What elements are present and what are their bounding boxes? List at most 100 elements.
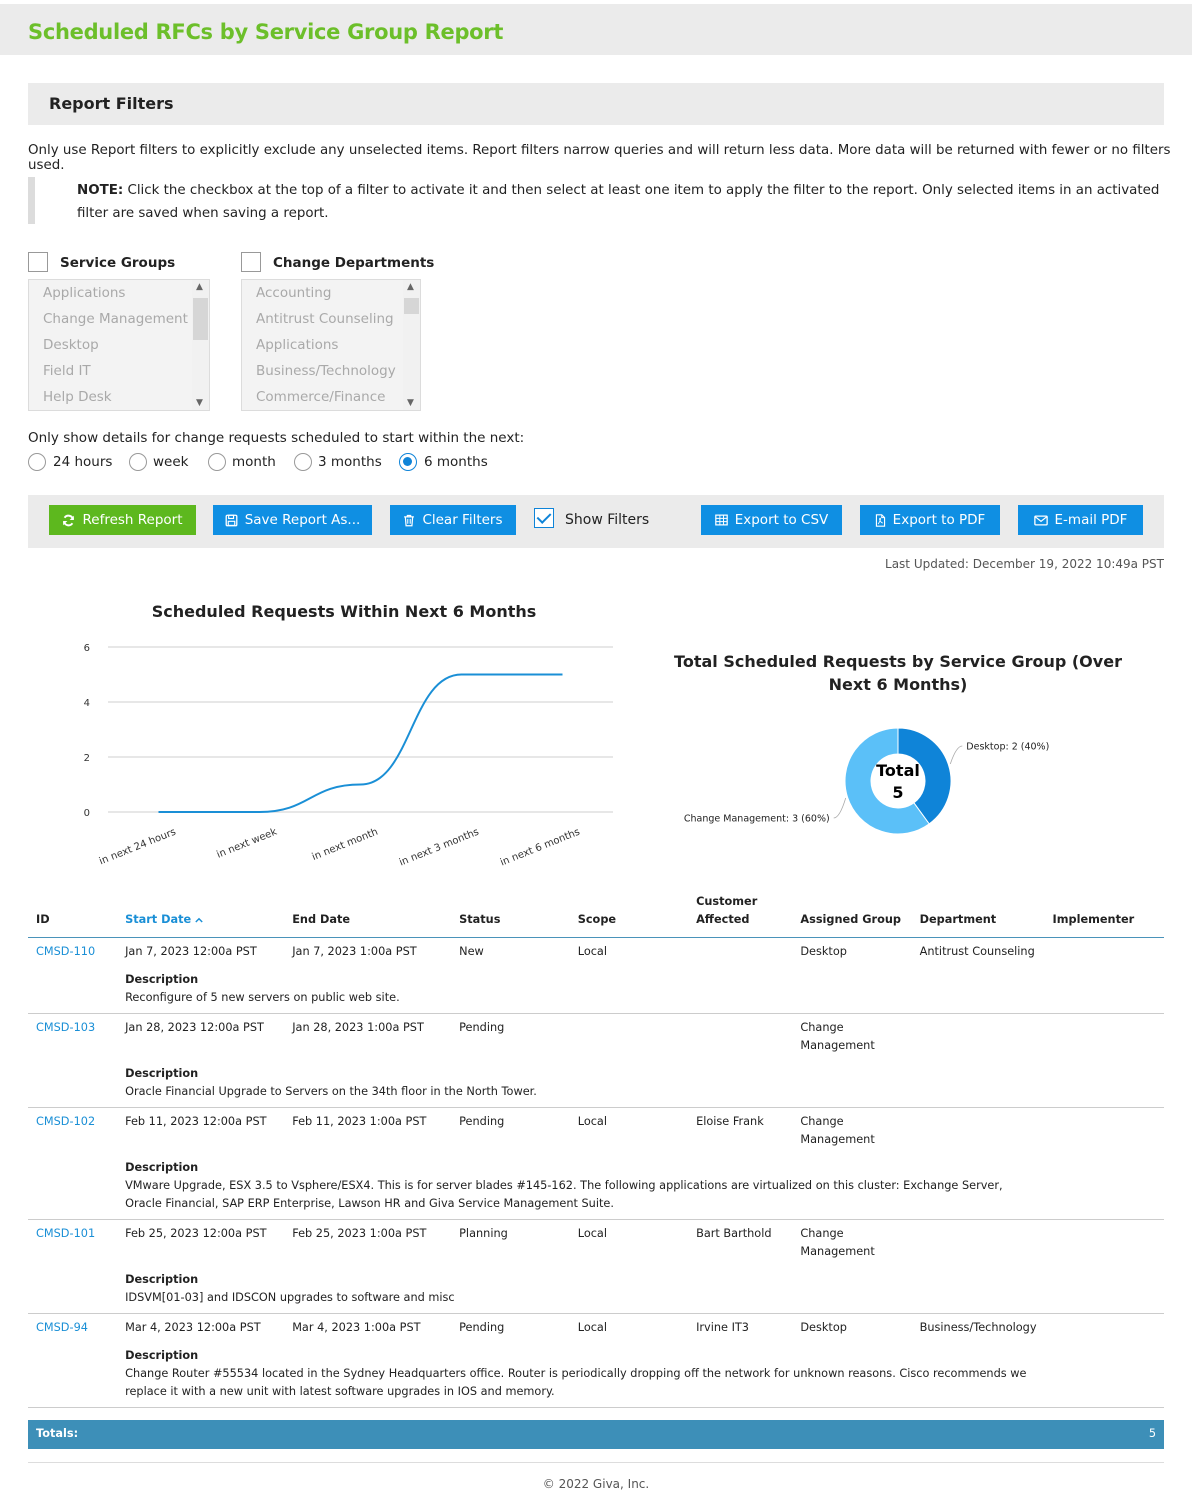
scroll-up-icon[interactable]: ▲: [196, 282, 203, 292]
change-departments-list[interactable]: Accounting Antitrust Counseling Applicatio…: [241, 279, 421, 411]
cell-scope: Local: [577, 1227, 607, 1240]
pie-slice-change-management[interactable]: [844, 727, 930, 835]
description-cell: Description Oracle Financial Upgrade to S…: [117, 1055, 1045, 1108]
line-chart-title: Scheduled Requests Within Next 6 Months: [151, 602, 537, 621]
cell-implementer: [1045, 1314, 1164, 1338]
description-spacer: [1044, 961, 1164, 1014]
description-cell: Description IDSVM[01-03] and IDSCON upgra…: [117, 1261, 1045, 1314]
email-pdf-label: E-mail PDF: [1054, 512, 1128, 528]
cell-department: [912, 1014, 1045, 1056]
period-radio-month[interactable]: [208, 453, 226, 471]
service-group-option[interactable]: Desktop: [43, 337, 99, 353]
cell-status: Pending: [459, 1115, 505, 1128]
export-csv-button[interactable]: Export to CSV: [701, 505, 842, 535]
y-tick-label: 6: [84, 643, 90, 654]
description-spacer: [1044, 1055, 1164, 1108]
col-customer-affected[interactable]: Customer Affected: [688, 893, 793, 938]
cell-implementer: [1045, 938, 1164, 962]
request-id-link[interactable]: CMSD-94: [36, 1321, 88, 1334]
period-label-6-months[interactable]: 6 months: [424, 454, 488, 470]
col-id[interactable]: ID: [28, 893, 118, 938]
series-line: [158, 673, 563, 813]
description-heading: Description: [125, 1349, 199, 1362]
description-heading: Description: [125, 1273, 199, 1286]
change-department-option[interactable]: Antitrust Counseling: [256, 311, 394, 327]
table-row-description: Description Reconfigure of 5 new servers …: [28, 961, 1164, 1014]
period-label-week[interactable]: week: [153, 454, 189, 470]
service-groups-scrollbar[interactable]: ▲ ▼: [192, 280, 209, 410]
change-departments-checkbox[interactable]: [241, 252, 261, 272]
refresh-report-label: Refresh Report: [82, 512, 183, 528]
service-group-option[interactable]: Help Desk: [43, 389, 112, 405]
scroll-thumb[interactable]: [193, 298, 208, 340]
show-filters-label[interactable]: Show Filters: [565, 512, 650, 528]
donut-center-label: Total: [876, 761, 920, 780]
period-label-3-months[interactable]: 3 months: [318, 454, 382, 470]
request-id-link[interactable]: CMSD-101: [36, 1227, 96, 1240]
period-radio-3-months[interactable]: [294, 453, 312, 471]
change-department-option[interactable]: Business/Technology: [256, 363, 396, 379]
scroll-down-icon[interactable]: ▼: [196, 398, 203, 408]
pie-slice-desktop[interactable]: [897, 727, 952, 825]
footer-divider: [28, 1462, 1164, 1463]
request-id-link[interactable]: CMSD-103: [36, 1021, 96, 1034]
period-label: Only show details for change requests sc…: [28, 430, 525, 446]
cell-department: Antitrust Counseling: [919, 945, 1035, 958]
change-department-option[interactable]: Commerce/Finance: [256, 389, 386, 405]
change-department-option[interactable]: Accounting: [256, 285, 332, 301]
service-group-option[interactable]: Field IT: [43, 363, 91, 379]
col-scope[interactable]: Scope: [569, 893, 689, 938]
cell-start-date: Mar 4, 2023 12:00a PST: [125, 1321, 261, 1334]
col-department[interactable]: Department: [911, 893, 1045, 938]
pie-chart: Desktop: 2 (40%) Change Management: 3 (60…: [684, 727, 1049, 835]
period-radio-week[interactable]: [129, 453, 147, 471]
refresh-report-button[interactable]: Refresh Report: [49, 505, 196, 535]
cell-id: CMSD-101: [28, 1220, 117, 1262]
service-groups-list[interactable]: Applications Change Management Desktop Fiel…: [28, 279, 210, 411]
cell-assigned-group: Change Management: [800, 1115, 875, 1146]
table-icon: [714, 514, 728, 526]
period-label-24-hours[interactable]: 24 hours: [53, 454, 113, 470]
col-end-date[interactable]: End Date: [284, 893, 452, 938]
col-assigned-group[interactable]: Assigned Group: [792, 893, 912, 938]
scroll-up-icon[interactable]: ▲: [407, 282, 414, 292]
save-report-as-button[interactable]: Save Report As...: [213, 505, 372, 535]
col-status[interactable]: Status: [451, 893, 570, 938]
service-groups-checkbox[interactable]: [28, 252, 48, 272]
col-start-date[interactable]: Start Date: [117, 893, 285, 938]
cell-customer-affected: Eloise Frank: [696, 1115, 764, 1128]
request-id-link[interactable]: CMSD-110: [36, 945, 96, 958]
change-department-option[interactable]: Applications: [256, 337, 339, 353]
export-pdf-button[interactable]: Export to PDF: [860, 505, 1000, 535]
show-filters-checkbox[interactable]: [534, 508, 554, 528]
cell-scope: [570, 1014, 688, 1056]
x-tick-label: in next 3 months: [398, 827, 481, 869]
period-radio-6-months[interactable]: [399, 453, 417, 471]
period-label-month[interactable]: month: [232, 454, 276, 470]
export-pdf-label: Export to PDF: [892, 512, 986, 528]
period-radio-24-hours[interactable]: [28, 453, 46, 471]
pie-label-connector: [833, 797, 847, 819]
service-groups-label: Service Groups: [60, 255, 176, 271]
scroll-down-icon[interactable]: ▼: [407, 398, 414, 408]
cell-implementer: [1045, 1108, 1164, 1150]
scroll-thumb[interactable]: [404, 298, 419, 314]
y-tick-label: 2: [84, 753, 90, 764]
change-departments-scrollbar[interactable]: ▲ ▼: [403, 280, 420, 410]
cell-status: New: [459, 945, 484, 958]
cell-end-date: Jan 7, 2023 1:00a PST: [292, 945, 417, 958]
service-group-option[interactable]: Applications: [43, 285, 126, 301]
request-id-link[interactable]: CMSD-102: [36, 1115, 96, 1128]
clear-filters-button[interactable]: Clear Filters: [390, 505, 516, 535]
x-tick-label: in next 24 hours: [98, 827, 178, 868]
cell-id: CMSD-103: [28, 1014, 117, 1056]
pie-data-label: Desktop: 2 (40%): [966, 742, 1049, 753]
email-pdf-button[interactable]: E-mail PDF: [1018, 505, 1143, 535]
col-implementer[interactable]: Implementer: [1044, 893, 1164, 938]
copyright: © 2022 Giva, Inc.: [542, 1477, 650, 1491]
description-spacer: [1044, 1261, 1164, 1314]
pie-chart-title: Total Scheduled Requests by Service Grou…: [674, 652, 1122, 694]
note-text: Click the checkbox at the top of a filte…: [77, 183, 1160, 221]
cell-status: Pending: [459, 1021, 505, 1034]
service-group-option[interactable]: Change Management: [43, 311, 188, 327]
